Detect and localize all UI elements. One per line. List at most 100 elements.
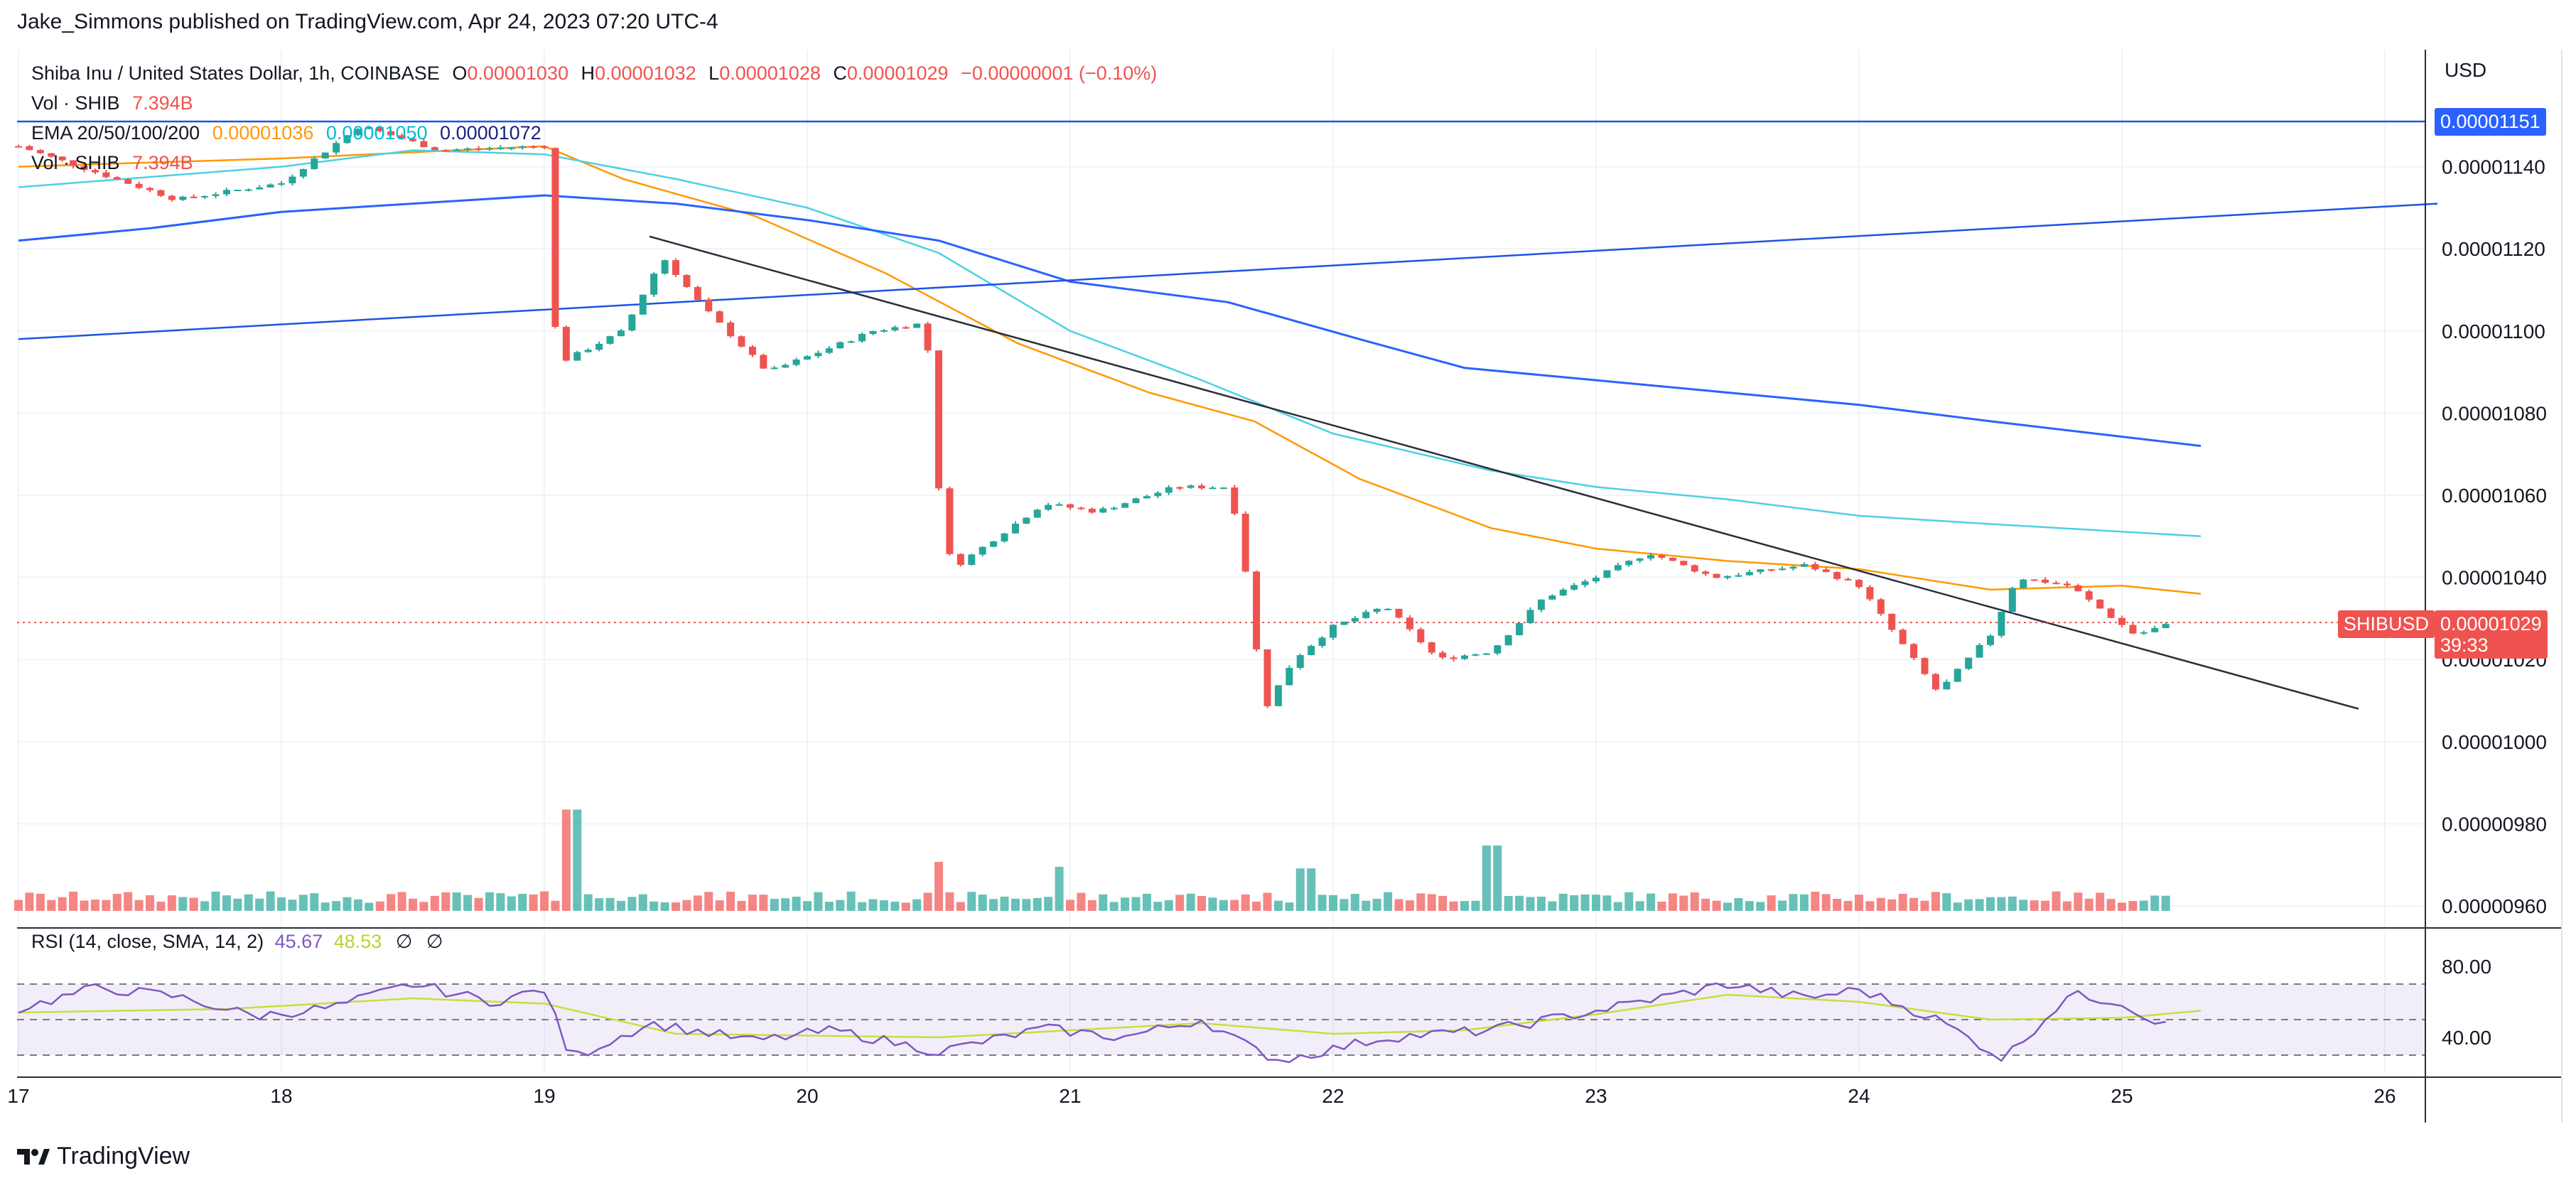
rsi-line <box>18 982 2166 1064</box>
candle-body <box>1899 630 1907 644</box>
volume-bar <box>1449 901 1458 911</box>
candle-body <box>256 187 264 190</box>
candle-body <box>387 131 395 136</box>
candle-body <box>1176 487 1184 489</box>
candle-body <box>880 330 888 332</box>
candle-body <box>1099 508 1107 513</box>
volume-bar <box>1942 893 1951 911</box>
ohlc-close: C0.00001029 <box>833 63 949 84</box>
horizontal-line-price-tag[interactable]: 0.00001151 <box>2435 108 2546 136</box>
volume-bar <box>824 902 834 911</box>
symbol-legend[interactable]: Shiba Inu / United States Dollar, 1h, CO… <box>31 63 1164 85</box>
candle-body <box>1691 565 1698 572</box>
price-tick-label: 0.00001100 <box>2442 320 2545 342</box>
time-tick-label: 18 <box>270 1085 292 1107</box>
candle-body <box>1526 610 1534 623</box>
candle-body <box>409 139 416 141</box>
candle-body <box>617 330 625 337</box>
ema-legend[interactable]: EMA 20/50/100/200 0.00001036 0.00001050 … <box>31 122 549 144</box>
brand-name: TradingView <box>57 1143 190 1170</box>
volume-bar <box>2074 892 2083 911</box>
volume-bar <box>1362 900 1371 911</box>
volume-bar <box>1558 893 1568 911</box>
volume-bar <box>792 897 801 911</box>
candle-body <box>1965 657 1973 669</box>
volume-bar <box>1273 900 1283 911</box>
rsi-band <box>17 983 2425 1056</box>
volume-legend[interactable]: Vol · SHIB 7.394B <box>31 92 200 114</box>
candle-body <box>354 129 362 136</box>
candle-body <box>102 172 110 178</box>
candle-body <box>782 364 789 368</box>
volume-bar <box>1953 902 1962 911</box>
volume-label-2: Vol · SHIB <box>31 152 120 173</box>
candle-body <box>825 348 833 353</box>
volume-bar <box>1295 868 1305 911</box>
candle-body <box>311 158 318 169</box>
tradingview-brand[interactable]: TradingView <box>17 1143 190 1170</box>
volume-bar <box>1986 897 1995 911</box>
candle-body <box>453 149 460 151</box>
candle-body <box>1241 513 1249 572</box>
candle-body <box>2085 591 2093 600</box>
volume-bar <box>1855 895 1863 911</box>
volume-bar <box>1066 900 1074 911</box>
volume-bar <box>1657 901 1666 911</box>
volume-bar <box>2096 892 2105 911</box>
price-tick-label: 0.00001040 <box>2442 567 2547 589</box>
candle-body <box>234 190 242 192</box>
candle-body <box>1855 580 1863 588</box>
candle-body <box>1340 621 1348 625</box>
volume-bars <box>14 809 2170 911</box>
candle-body <box>1570 585 1578 590</box>
candle-body <box>1779 568 1787 571</box>
candle-body <box>1987 635 1994 645</box>
candle-body <box>1395 608 1403 618</box>
candle-body <box>1614 565 1622 571</box>
candle-body <box>1757 569 1764 573</box>
candle-body <box>1844 578 1852 580</box>
candle-body <box>1219 487 1227 490</box>
candle-body <box>541 146 548 148</box>
volume-bar <box>890 902 900 911</box>
volume-bar <box>387 894 396 911</box>
candle-body <box>1330 625 1337 638</box>
candle-body <box>727 323 735 337</box>
volume-bar <box>1350 894 1359 911</box>
volume-bar <box>595 898 604 911</box>
candle-body <box>1625 561 1633 566</box>
volume-bar <box>1197 895 1206 911</box>
volume-bar <box>1427 894 1436 911</box>
volume-legend-2[interactable]: Vol · SHIB 7.394B <box>31 152 200 174</box>
volume-bar <box>244 894 253 911</box>
volume-bar <box>36 893 45 911</box>
price-tick-label: 0.00001060 <box>2442 485 2547 507</box>
rsi-legend[interactable]: RSI (14, close, SMA, 14, 2) 45.67 48.53 … <box>31 931 443 953</box>
symbol-name[interactable]: Shiba Inu / United States Dollar, 1h, CO… <box>31 63 440 84</box>
candle-body <box>1373 608 1381 612</box>
volume-bar <box>803 901 812 911</box>
volume-bar <box>1997 897 2006 911</box>
volume-bar <box>112 894 122 911</box>
time-tick-label: 17 <box>7 1085 29 1107</box>
candle-body <box>1822 569 1830 573</box>
candle-body <box>1537 599 1545 610</box>
volume-bar <box>814 892 823 911</box>
candle-body <box>1931 674 1939 690</box>
volume-bar <box>1164 900 1173 911</box>
candle-body <box>606 336 614 344</box>
candle-body <box>2074 585 2082 592</box>
time-tick-label: 26 <box>2373 1085 2396 1107</box>
candle-body <box>1603 570 1611 578</box>
volume-bar <box>375 901 384 911</box>
volume-bar <box>1087 900 1096 911</box>
volume-bar <box>2139 900 2148 911</box>
candle-body <box>628 314 636 331</box>
volume-bar <box>682 900 691 911</box>
volume-bar <box>1230 900 1239 911</box>
candle-body <box>2063 583 2071 585</box>
candle-body <box>1669 558 1676 561</box>
volume-bar <box>1055 866 1064 911</box>
volume-bar <box>485 892 494 911</box>
